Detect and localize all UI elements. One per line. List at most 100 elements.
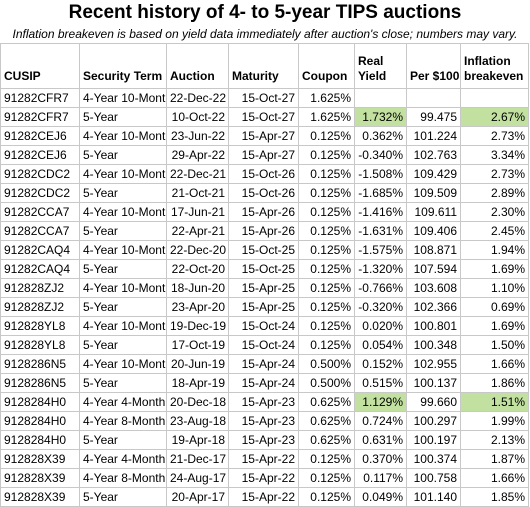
cell-real-yield: 1.732% (354, 107, 407, 127)
header-real-yield: Real Yield (354, 43, 407, 89)
cell-security-term: 4-Year 10-Month (79, 88, 167, 108)
cell-cusip: 91282CCA7 (0, 202, 80, 222)
cell-auction-date: 22-Apr-21 (166, 221, 229, 241)
cell-price: 101.140 (406, 487, 461, 507)
cell-coupon: 0.125% (298, 316, 355, 336)
cell-real-yield: 1.129% (354, 392, 407, 412)
table-row: 912828ZJ2 4-Year 10-Month 18-Jun-20 15-Apr-… (0, 278, 529, 298)
table-row: 912828X39 5-Year 20-Apr-17 15-Apr-22 0.125% 0… (0, 487, 529, 507)
cell-inflation-breakeven: 1.10% (460, 278, 529, 298)
cell-maturity-date: 15-Apr-24 (228, 373, 299, 393)
cell-security-term: 4-Year 10-Month (79, 126, 167, 146)
cell-cusip: 912828ZJ2 (0, 278, 80, 298)
cell-security-term: 5-Year (79, 107, 167, 127)
cell-inflation-breakeven: 1.69% (460, 259, 529, 279)
cell-real-yield: -1.320% (354, 259, 407, 279)
cell-real-yield: -1.575% (354, 240, 407, 260)
cell-security-term: 4-Year 10-Month (79, 164, 167, 184)
cell-cusip: 91282CAQ4 (0, 240, 80, 260)
cell-maturity-date: 15-Oct-25 (228, 259, 299, 279)
cell-price: 103.608 (406, 278, 461, 298)
cell-cusip: 912828X39 (0, 487, 80, 507)
cell-maturity-date: 15-Apr-23 (228, 430, 299, 450)
cell-price: 102.763 (406, 145, 461, 165)
table-row: 9128284H0 4-Year 4-Month 20-Dec-18 15-Apr-2… (0, 392, 529, 412)
cell-coupon: 0.125% (298, 202, 355, 222)
cell-security-term: 5-Year (79, 297, 167, 317)
cell-real-yield: 0.370% (354, 449, 407, 469)
cell-coupon: 0.125% (298, 145, 355, 165)
cell-coupon: 0.625% (298, 392, 355, 412)
cell-price: 99.660 (406, 392, 461, 412)
cell-inflation-breakeven: 1.69% (460, 316, 529, 336)
cell-coupon: 0.500% (298, 354, 355, 374)
cell-auction-date: 22-Dec-21 (166, 164, 229, 184)
cell-real-yield: 0.631% (354, 430, 407, 450)
cell-security-term: 5-Year (79, 430, 167, 450)
cell-cusip: 912828X39 (0, 449, 80, 469)
cell-coupon: 0.500% (298, 373, 355, 393)
cell-real-yield: 0.049% (354, 487, 407, 507)
cell-cusip: 91282CDC2 (0, 183, 80, 203)
cell-price: 100.137 (406, 373, 461, 393)
cell-security-term: 5-Year (79, 259, 167, 279)
cell-cusip: 91282CEJ6 (0, 145, 80, 165)
cell-maturity-date: 15-Apr-22 (228, 449, 299, 469)
cell-real-yield: 0.117% (354, 468, 407, 488)
cell-maturity-date: 15-Apr-27 (228, 126, 299, 146)
cell-price (406, 88, 461, 108)
cell-real-yield: 0.152% (354, 354, 407, 374)
cell-security-term: 5-Year (79, 221, 167, 241)
page-subtitle: Inflation breakeven is based on yield da… (12, 27, 518, 41)
cell-real-yield: -1.416% (354, 202, 407, 222)
cell-price: 109.611 (406, 202, 461, 222)
cell-auction-date: 18-Apr-19 (166, 373, 229, 393)
tips-auction-table: CUSIP Security Term Auction Maturity Cou… (0, 43, 529, 507)
cell-auction-date: 17-Oct-19 (166, 335, 229, 355)
header-security-term: Security Term (79, 43, 167, 89)
header-real-yield-line1: Real (358, 54, 384, 68)
cell-coupon: 0.125% (298, 468, 355, 488)
cell-cusip: 9128284H0 (0, 392, 80, 412)
cell-inflation-breakeven: 2.67% (460, 107, 529, 127)
cell-price: 109.429 (406, 164, 461, 184)
table-row: 912828YL8 5-Year 17-Oct-19 15-Oct-24 0.125% 0… (0, 335, 529, 355)
cell-maturity-date: 15-Apr-22 (228, 487, 299, 507)
cell-auction-date: 24-Aug-17 (166, 468, 229, 488)
cell-coupon: 0.125% (298, 297, 355, 317)
cell-price: 99.475 (406, 107, 461, 127)
cell-price: 109.406 (406, 221, 461, 241)
cell-real-yield: 0.515% (354, 373, 407, 393)
cell-security-term: 5-Year (79, 373, 167, 393)
cell-auction-date: 20-Apr-17 (166, 487, 229, 507)
cell-coupon: 0.125% (298, 221, 355, 241)
cell-price: 102.366 (406, 297, 461, 317)
cell-inflation-breakeven: 1.87% (460, 449, 529, 469)
cell-security-term: 5-Year (79, 145, 167, 165)
cell-cusip: 9128286N5 (0, 373, 80, 393)
header-inflation-line1: Inflation (464, 54, 511, 68)
header-inflation-line2: breakeven (464, 69, 524, 83)
cell-price: 100.297 (406, 411, 461, 431)
table-row: 91282CFR7 4-Year 10-Month 22-Dec-22 15-Oct-… (0, 88, 529, 108)
cell-real-yield: -0.766% (354, 278, 407, 298)
cell-cusip: 91282CFR7 (0, 88, 80, 108)
table-row: 91282CAQ4 5-Year 22-Oct-20 15-Oct-25 0.125% -… (0, 259, 529, 279)
table-row: 91282CEJ6 4-Year 10-Month 23-Jun-22 15-Apr-… (0, 126, 529, 146)
cell-cusip: 912828YL8 (0, 335, 80, 355)
table-row: 91282CCA7 5-Year 22-Apr-21 15-Apr-26 0.125% -… (0, 221, 529, 241)
cell-maturity-date: 15-Apr-25 (228, 297, 299, 317)
cell-price: 100.801 (406, 316, 461, 336)
cell-real-yield: -1.685% (354, 183, 407, 203)
cell-real-yield: 0.362% (354, 126, 407, 146)
table-row: 91282CCA7 4-Year 10-Month 17-Jun-21 15-Apr-… (0, 202, 529, 222)
cell-auction-date: 20-Dec-18 (166, 392, 229, 412)
cell-inflation-breakeven: 2.13% (460, 430, 529, 450)
cell-cusip: 912828ZJ2 (0, 297, 80, 317)
table-row: 9128284H0 5-Year 19-Apr-18 15-Apr-23 0.625% 0… (0, 430, 529, 450)
cell-price: 108.871 (406, 240, 461, 260)
cell-inflation-breakeven: 1.66% (460, 354, 529, 374)
cell-cusip: 9128284H0 (0, 411, 80, 431)
cell-inflation-breakeven: 1.85% (460, 487, 529, 507)
cell-cusip: 912828YL8 (0, 316, 80, 336)
